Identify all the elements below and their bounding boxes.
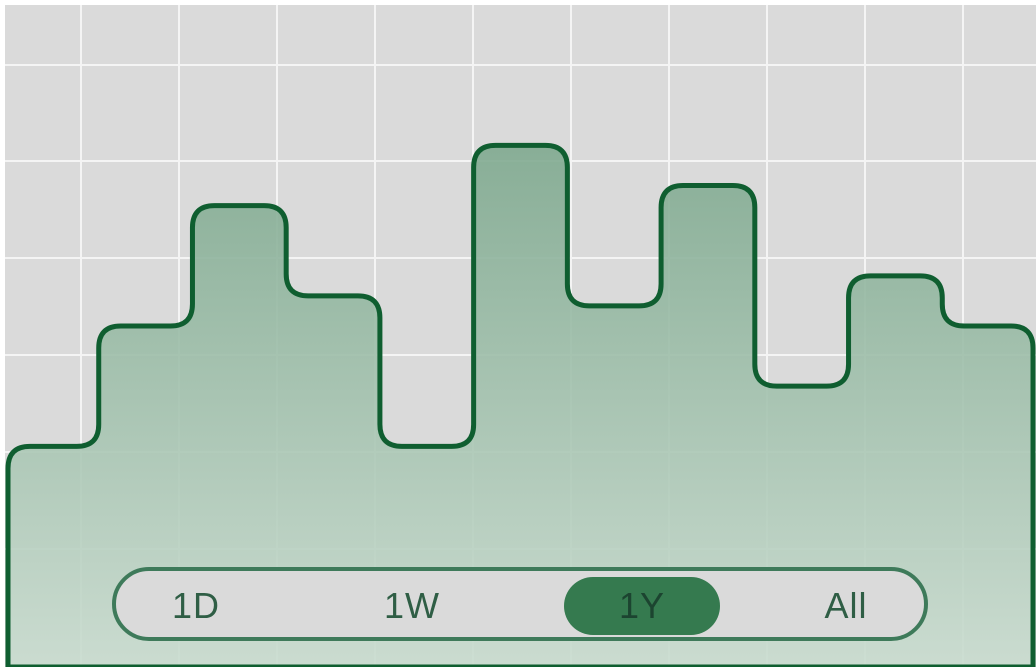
time-range-selector: 1D 1W 1Y All (112, 567, 928, 641)
series-area (5, 142, 1036, 667)
range-option-1y[interactable]: 1Y (564, 577, 720, 635)
range-option-all[interactable]: All (824, 585, 868, 626)
data-step-0 (5, 446, 99, 667)
series-area-fill (8, 145, 1033, 667)
data-step-10 (942, 326, 1036, 667)
range-option-1d[interactable]: 1D (171, 585, 221, 626)
series-line (5, 142, 1036, 667)
range-option-1w[interactable]: 1W (384, 585, 440, 626)
